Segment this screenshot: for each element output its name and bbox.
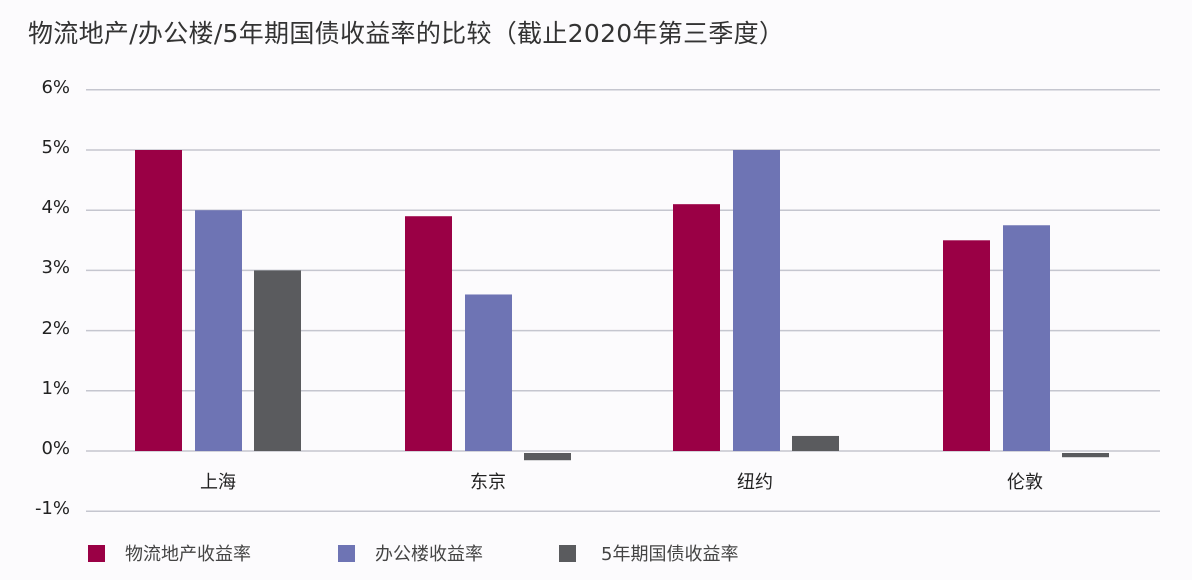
y-tick-label: 0%	[41, 438, 70, 459]
x-category-label: 上海	[200, 472, 236, 493]
bar	[524, 453, 571, 461]
y-tick-label: 4%	[41, 197, 70, 219]
legend-label: 物流地产收益率	[125, 544, 251, 565]
y-tick-label: -1%	[34, 498, 70, 520]
bar	[135, 150, 182, 451]
bar	[405, 216, 452, 451]
bar	[792, 435, 839, 451]
x-category-label: 东京	[470, 472, 506, 493]
bar	[254, 270, 301, 451]
bar	[195, 210, 242, 451]
bar	[1062, 453, 1109, 458]
bar	[1003, 225, 1050, 451]
legend-item-logistics: 物流地产收益率	[88, 540, 251, 566]
legend-label: 办公楼收益率	[375, 544, 483, 565]
legend-swatch-office	[338, 544, 355, 562]
bar	[673, 204, 720, 451]
y-tick-label: 1%	[41, 377, 70, 399]
y-tick-label: 2%	[41, 317, 70, 339]
legend-item-office: 办公楼收益率	[338, 540, 483, 566]
bar	[733, 150, 780, 451]
y-tick-label: 6%	[41, 76, 70, 98]
legend-label: 5年期国债收益率	[601, 544, 739, 565]
y-tick-label: 5%	[41, 137, 70, 158]
bar	[943, 240, 990, 451]
bar	[465, 294, 512, 451]
legend-item-bond: 5年期国债收益率	[559, 540, 738, 566]
legend-swatch-logistics	[88, 544, 105, 562]
chart-title: 物流地产/办公楼/5年期国债收益率的比较（截止2020年第三季度）	[28, 19, 785, 48]
y-tick-label: 3%	[41, 257, 70, 279]
legend-swatch-bond	[559, 544, 576, 562]
x-category-label: 伦敦	[1007, 472, 1043, 493]
x-category-label: 纽约	[737, 472, 773, 493]
